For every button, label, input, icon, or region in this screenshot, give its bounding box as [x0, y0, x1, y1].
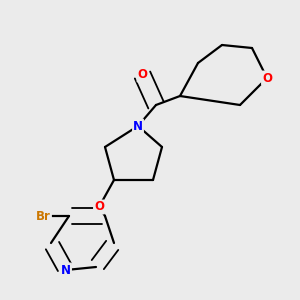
Text: O: O [137, 68, 148, 82]
Text: O: O [262, 71, 272, 85]
Text: N: N [61, 263, 71, 277]
Text: O: O [94, 200, 104, 214]
Text: Br: Br [36, 209, 51, 223]
Text: N: N [133, 119, 143, 133]
